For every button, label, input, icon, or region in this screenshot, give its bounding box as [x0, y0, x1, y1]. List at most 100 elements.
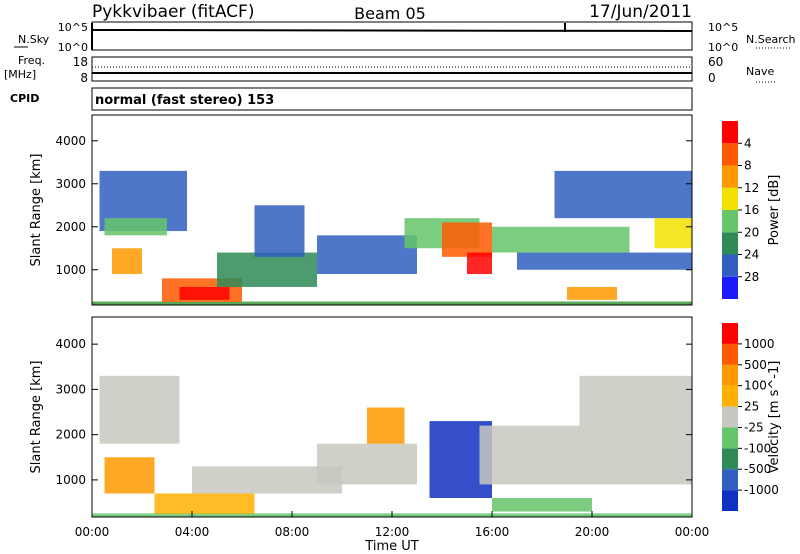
x-tick-label-3: 12:00: [375, 525, 410, 539]
velocity-colorbar-swatch-2: [722, 448, 738, 470]
nsky-tick-top: 10^5: [58, 21, 88, 34]
power-ylabel: Slant Range [km]: [29, 154, 44, 267]
beam-title: Beam 05: [354, 4, 426, 23]
station-title: Pykkvibaer (fitACF): [92, 2, 254, 22]
power-cbar-label: Power [dB]: [767, 175, 782, 246]
velocity-colorbar-tick-label-5: -100: [744, 441, 771, 455]
power-region-13: [517, 252, 692, 270]
nsky-tick-bottom: 10^0: [58, 41, 88, 54]
power-colorbar-tick-label-4: 20: [744, 225, 759, 239]
power-colorbar-swatch-0: [722, 276, 738, 299]
freq-frame: [91, 56, 693, 82]
x-tick-label-5: 20:00: [575, 525, 610, 539]
velocity-colorbar-tick-label-4: -25: [744, 420, 764, 434]
power-panel: 1000 2000 3000 4000 Slant Range [km] 4 8 12 16…: [29, 114, 782, 306]
velocity-region-10: [579, 375, 692, 426]
nsky-right-tick-bottom: 10^0: [708, 41, 738, 54]
velocity-colorbar-tick-label-1: 500: [744, 358, 767, 372]
velocity-ytick-label-0: 1000: [55, 473, 86, 487]
velocity-colorbar-swatch-7: [722, 343, 738, 365]
power-colorbar-tick-label-6: 28: [744, 270, 759, 284]
power-region-10: [442, 222, 492, 257]
nsky-frame: [91, 21, 693, 51]
cpid-frame: [91, 87, 693, 111]
velocity-colorbar: 1000 500 100 25 -25 -100 -500 -1000: [722, 323, 779, 511]
power-colorbar-tick-label-5: 24: [744, 248, 759, 262]
velocity-colorbar-swatch-5: [722, 385, 738, 407]
power-ytick-label-0: 1000: [55, 263, 86, 277]
power-colorbar-tick-label-2: 12: [744, 181, 759, 195]
velocity-colorbar-tick-label-0: 1000: [744, 337, 775, 351]
velocity-colorbar-tick-label-3: 25: [744, 400, 759, 414]
velocity-ytick-label-2: 3000: [55, 382, 86, 396]
date-title: 17/Jun/2011: [589, 2, 692, 22]
power-region-14: [554, 170, 692, 219]
velocity-data-layer: [92, 375, 692, 517]
velocity-panel: 1000 2000 3000 4000 Slant Range [km] 1000 50…: [29, 316, 782, 518]
power-region-5: [179, 286, 230, 300]
power-colorbar-swatch-3: [722, 210, 738, 233]
velocity-region-2: [104, 457, 155, 494]
velocity-colorbar-tick-label-2: 100: [744, 379, 767, 393]
cpid-text: normal (fast stereo) 153: [95, 93, 274, 108]
velocity-region-6: [367, 407, 405, 444]
power-region-7: [254, 205, 305, 257]
velocity-colorbar-tick-label-7: -1000: [744, 483, 779, 497]
freq-panel: Freq. [MHz] 18 8 60 0 Nave: [4, 54, 776, 85]
velocity-region-3: [154, 493, 255, 514]
power-region-8: [317, 235, 417, 275]
power-colorbar-swatch-7: [722, 121, 738, 144]
velocity-colorbar-swatch-6: [722, 364, 738, 386]
power-region-0: [92, 301, 692, 305]
cpid-label: CPID: [10, 92, 39, 105]
power-colorbar-swatch-2: [722, 232, 738, 255]
freq-right-tick-bottom: 0: [708, 71, 716, 85]
x-tick-label-4: 16:00: [475, 525, 510, 539]
nsky-right-tick-top: 10^5: [708, 21, 738, 34]
x-axis: 00:00 04:00 08:00 12:00 16:00 20:00 00:00: [75, 511, 709, 539]
nsky-panel: N.Sky 10^5 10^0 10^5 10^0 N.Search: [14, 21, 796, 54]
power-region-2: [104, 218, 167, 236]
power-region-16: [654, 218, 692, 249]
x-tick-label-0: 00:00: [75, 525, 110, 539]
velocity-colorbar-swatch-8: [722, 323, 738, 344]
nsearch-label: N.Search: [746, 33, 796, 46]
velocity-region-1: [99, 375, 180, 444]
power-region-6: [217, 252, 317, 287]
velocity-region-8: [479, 425, 692, 485]
power-region-15: [567, 286, 617, 300]
velocity-region-5: [317, 443, 417, 485]
x-tick-label-1: 04:00: [175, 525, 210, 539]
cpid-panel: CPID normal (fast stereo) 153: [10, 87, 693, 111]
velocity-colorbar-swatch-4: [722, 406, 738, 428]
power-region-3: [112, 248, 142, 275]
velocity-region-9: [492, 497, 592, 512]
freq-tick-top: 18: [73, 55, 88, 69]
power-ytick-label-1: 2000: [55, 220, 86, 234]
freq-tick-bottom: 8: [80, 71, 88, 85]
velocity-ytick-label-1: 2000: [55, 428, 86, 442]
x-tick-label-2: 08:00: [275, 525, 310, 539]
power-colorbar-swatch-6: [722, 143, 738, 166]
power-region-11: [467, 252, 492, 275]
power-yticks: 1000 2000 3000 4000: [55, 134, 692, 277]
nsky-label: N.Sky: [18, 33, 50, 46]
velocity-cbar-label: Velocity [m s^-1]: [767, 361, 782, 474]
velocity-ylabel: Slant Range [km]: [29, 361, 44, 474]
power-colorbar-tick-label-0: 4: [744, 136, 752, 150]
power-colorbar-tick-label-3: 16: [744, 203, 759, 217]
x-axis-label: Time UT: [364, 539, 418, 554]
freq-right-tick-top: 60: [708, 55, 723, 69]
velocity-colorbar-swatch-0: [722, 490, 738, 511]
velocity-yticks: 1000 2000 3000 4000: [55, 337, 692, 487]
power-data-layer: [92, 170, 692, 305]
power-colorbar-tick-label-1: 8: [744, 159, 752, 173]
power-colorbar-swatch-5: [722, 165, 738, 188]
power-ytick-label-2: 3000: [55, 177, 86, 191]
nsky-trace: [91, 29, 693, 32]
power-colorbar-swatch-1: [722, 254, 738, 277]
velocity-ytick-label-3: 4000: [55, 337, 86, 351]
freq-unit: [MHz]: [4, 68, 36, 81]
velocity-colorbar-tick-label-6: -500: [744, 462, 771, 476]
